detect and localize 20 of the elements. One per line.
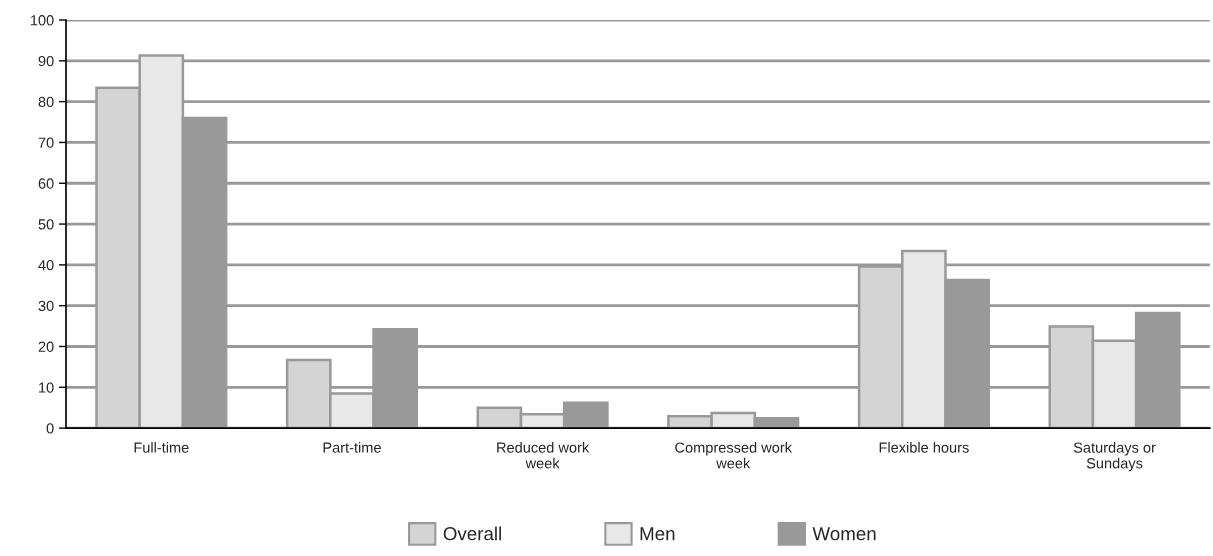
x-tick-label: Saturdays or Sundays — [1073, 442, 1156, 472]
legend-label: Men — [640, 527, 675, 541]
x-tick-label: Full-time — [134, 442, 189, 453]
y-tick-label: 60 — [38, 178, 54, 189]
y-tick-label: 100 — [30, 15, 54, 26]
y-tick-label: 20 — [38, 341, 54, 352]
x-tick-label: Flexible hours — [879, 442, 969, 453]
x-tick-label: Compressed work week — [675, 442, 793, 469]
y-tick-label: 70 — [38, 137, 54, 148]
y-tick-label: 80 — [38, 96, 54, 108]
y-tick-label: 50 — [38, 219, 54, 230]
y-tick-label: 10 — [39, 382, 54, 393]
x-tick-label: Part-time — [323, 442, 381, 453]
legend-label: Overall — [443, 526, 501, 541]
y-tick-label: 0 — [46, 423, 54, 434]
y-tick-label: 30 — [38, 300, 54, 312]
y-tick-label: 90 — [38, 55, 54, 67]
legend-label: Women — [812, 527, 876, 541]
y-tick-label: 40 — [38, 259, 54, 271]
x-tick-label: Reduced work week — [497, 442, 590, 469]
